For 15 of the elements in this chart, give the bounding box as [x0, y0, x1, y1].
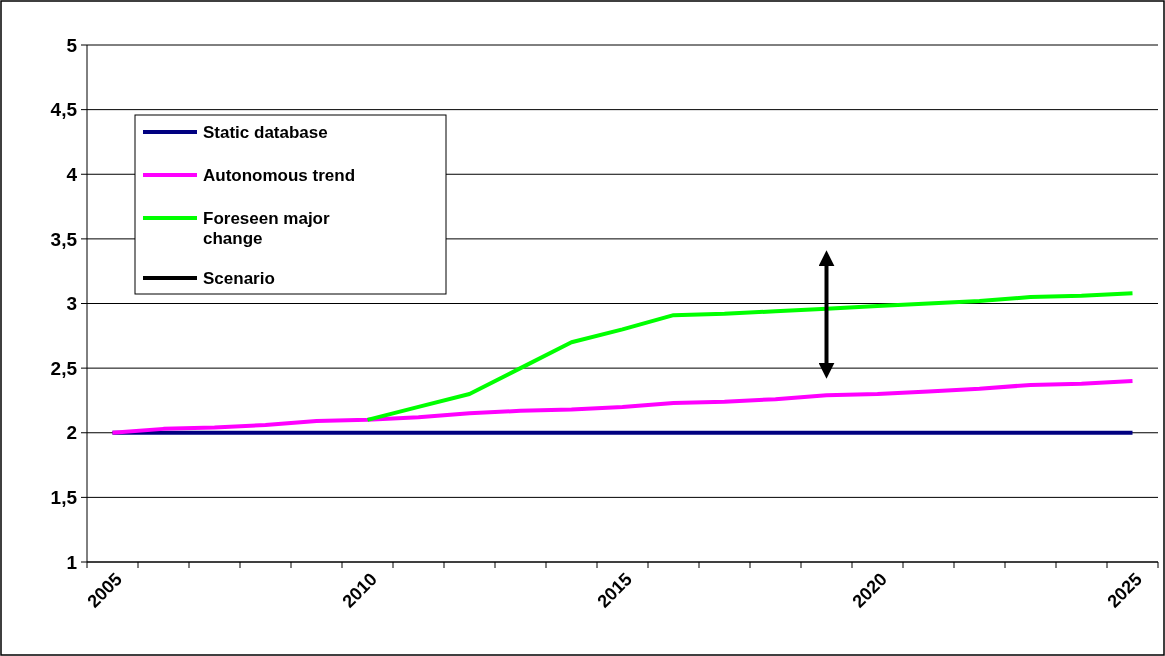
y-tick-label: 2,5: [50, 357, 78, 379]
y-tick-label: 4: [66, 163, 78, 185]
y-tick-label: 1: [66, 551, 78, 573]
y-tick-label: 5: [66, 34, 78, 56]
y-tick-label: 3,5: [50, 228, 78, 250]
y-tick-label: 3: [66, 293, 77, 315]
legend-label: Static database: [203, 123, 328, 142]
y-tick-label: 1,5: [50, 487, 78, 509]
legend-label: Scenario: [203, 269, 275, 288]
y-tick-label: 2: [66, 422, 77, 444]
line-series: [110, 379, 1135, 435]
legend-label: Foreseen major change: [203, 209, 330, 248]
legend-label: Autonomous trend: [203, 166, 356, 185]
line-series: [365, 291, 1135, 422]
y-tick-label: 4,5: [50, 99, 78, 121]
